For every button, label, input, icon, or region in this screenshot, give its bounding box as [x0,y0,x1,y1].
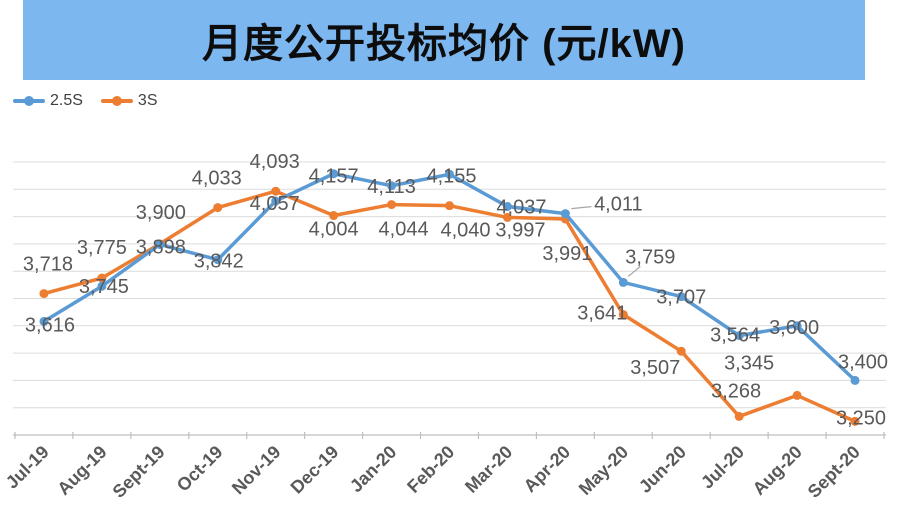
x-axis-label-jun-20: Jun-20 [635,442,690,497]
data-point-2-5s-aug-19 [97,281,107,291]
data-point-2-5s-nov-19 [271,196,281,206]
data-label-2-5s-nov-19: 4,057 [250,193,300,215]
x-axis-label-aug-19: Aug-19 [53,442,110,499]
data-label-3s-jul-19: 3,718 [23,254,73,276]
data-label-3s-feb-20: 4,040 [440,220,490,242]
data-point-2-5s-sept-19 [155,239,165,249]
data-point-2-5s-oct-19 [213,255,223,265]
data-label-3s-aug-19: 3,775 [77,237,127,259]
data-label-3s-may-20: 3,641 [577,303,627,325]
x-axis-label-jul-20: Jul-20 [697,442,748,493]
data-point-2-5s-feb-20 [445,169,454,179]
data-label-2-5s-jan-20: 4,113 [367,176,416,198]
data-point-3s-mar-20 [502,212,512,222]
data-label-2-5s-aug-20: 3,600 [769,317,819,339]
x-axis-label-oct-19: Oct-19 [173,442,227,496]
legend: 2.5S 3S [13,91,158,111]
data-point-3s-feb-20 [445,201,454,211]
data-label-2-5s-aug-19: 3,745 [79,276,129,298]
data-label-2-5s-jul-20: 3,564 [710,325,760,347]
data-point-2-5s-may-20 [618,277,628,287]
data-label-2-5s-sept-19: 3,898 [136,236,186,258]
data-point-3s-aug-19 [97,273,107,283]
legend-label: 2.5S [50,92,83,109]
data-point-2-5s-jun-20 [676,292,686,302]
legend-dot-icon [24,96,34,106]
x-axis-label-aug-20: Aug-20 [749,442,806,499]
data-point-3s-may-20 [618,310,628,320]
data-label-3s-nov-19: 4,093 [250,151,300,173]
legend-item-2-5s: 2.5S [13,92,83,110]
data-label-3s-sept-20: 3,250 [836,407,886,429]
data-point-2-5s-dec-19 [329,169,339,179]
legend-dot-icon [111,96,122,106]
data-point-2-5s-apr-20 [560,209,570,219]
data-label-3s-oct-19: 4,033 [192,168,242,190]
data-label-2-5s-mar-20: 4,037 [496,196,546,218]
x-axis-label-sept-20: Sept-20 [804,442,864,502]
x-axis-label-mar-20: Mar-20 [461,442,516,497]
x-axis-label-apr-20: Apr-20 [520,442,574,496]
chart-title-banner: 月度公开投标均价 (元/kW) [23,0,865,80]
data-label-2-5s-dec-19: 4,157 [309,166,359,188]
legend-line-marker-icon [100,96,133,106]
data-label-3s-apr-20: 3,991 [542,243,592,265]
data-point-2-5s-mar-20 [502,201,512,211]
data-label-2-5s-may-20: 3,759 [625,246,675,268]
label-leader-line [627,265,641,277]
x-axis-label-jul-19: Jul-19 [2,442,53,493]
legend-label: 3S [137,92,158,109]
data-point-2-5s-sept-20 [850,375,860,385]
label-leader-line [571,205,592,210]
data-point-3s-sept-20 [850,416,860,426]
data-point-3s-jul-19 [39,289,49,299]
x-axis-label-dec-19: Dec-19 [287,442,343,498]
data-point-2-5s-jul-19 [39,316,49,326]
data-point-3s-aug-20 [792,390,802,400]
data-label-3s-sept-19: 3,900 [136,202,186,224]
x-axis-label-jan-20: Jan-20 [346,442,400,496]
x-axis-label-feb-20: Feb-20 [403,442,458,497]
legend-line-marker-icon [13,96,45,106]
data-point-3s-dec-19 [329,211,339,221]
data-point-3s-jul-20 [734,411,744,421]
data-label-3s-jun-20: 3,507 [630,357,680,379]
data-point-3s-jun-20 [676,346,686,356]
data-label-2-5s-feb-20: 4,155 [426,165,476,187]
x-axis-label-may-20: May-20 [575,442,632,499]
data-point-2-5s-jul-20 [734,331,744,341]
data-label-2-5s-jul-19: 3,616 [25,314,75,336]
x-axis-label-nov-19: Nov-19 [228,442,285,499]
data-label-3s-jul-20: 3,268 [711,380,761,402]
data-label-2-5s-oct-19: 3,842 [194,251,244,273]
data-label-2-5s-sept-20: 3,400 [838,351,888,373]
data-label-2-5s-jun-20: 3,707 [656,287,706,309]
data-point-3s-nov-19 [271,186,281,196]
data-label-2-5s-apr-20: 4,011 [594,194,643,216]
x-axis-label-sept-19: Sept-19 [109,442,169,502]
data-label-3s-jan-20: 4,044 [379,219,429,241]
legend-item-3s: 3S [100,92,158,110]
data-label-3s-dec-19: 4,004 [309,219,359,241]
data-label-3s-mar-20: 3,997 [495,219,545,241]
data-point-3s-jan-20 [387,200,397,210]
chart-title: 月度公开投标均价 (元/kW) [202,22,686,66]
data-point-2-5s-aug-20 [792,321,802,331]
data-point-2-5s-jan-20 [387,181,397,191]
data-point-3s-oct-19 [213,203,223,213]
data-label-3s-aug-20: 3,345 [724,352,774,374]
